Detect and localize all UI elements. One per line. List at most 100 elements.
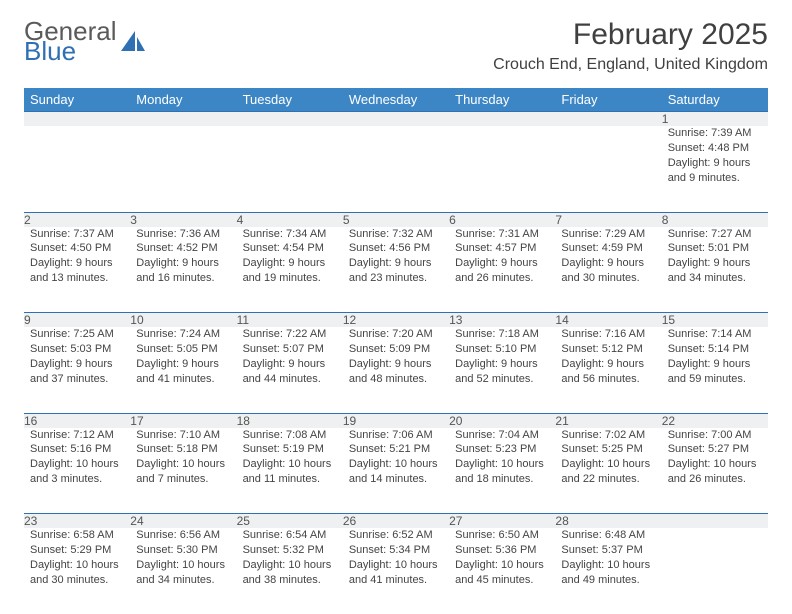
calendar-empty — [130, 126, 236, 212]
sunrise-text: Sunrise: 6:58 AM — [30, 528, 124, 543]
calendar-empty — [130, 112, 236, 127]
sunrise-text: Sunrise: 7:20 AM — [349, 327, 443, 342]
sunset-text: Sunset: 5:10 PM — [455, 342, 549, 357]
daylight-text: Daylight: 9 hours and 59 minutes. — [668, 357, 762, 387]
sunrise-text: Sunrise: 7:32 AM — [349, 227, 443, 242]
sunset-text: Sunset: 5:27 PM — [668, 442, 762, 457]
calendar-day-number: 24 — [130, 514, 236, 529]
sunset-text: Sunset: 5:34 PM — [349, 543, 443, 558]
calendar-empty — [555, 126, 661, 212]
calendar-day-number: 28 — [555, 514, 661, 529]
calendar-day-cell: Sunrise: 7:04 AMSunset: 5:23 PMDaylight:… — [449, 428, 555, 514]
daylight-text: Daylight: 9 hours and 44 minutes. — [243, 357, 337, 387]
day-details: Sunrise: 7:32 AMSunset: 4:56 PMDaylight:… — [343, 227, 449, 290]
sail-icon — [121, 31, 147, 58]
day-details: Sunrise: 6:52 AMSunset: 5:34 PMDaylight:… — [343, 528, 449, 591]
sunrise-text: Sunrise: 7:31 AM — [455, 227, 549, 242]
calendar-day-cell: Sunrise: 7:18 AMSunset: 5:10 PMDaylight:… — [449, 327, 555, 413]
daylight-text: Daylight: 10 hours and 41 minutes. — [349, 558, 443, 588]
daylight-text: Daylight: 10 hours and 18 minutes. — [455, 457, 549, 487]
calendar-day-number: 20 — [449, 413, 555, 428]
sunrise-text: Sunrise: 7:18 AM — [455, 327, 549, 342]
calendar-empty — [343, 126, 449, 212]
day-header: Wednesday — [343, 88, 449, 112]
day-details: Sunrise: 7:04 AMSunset: 5:23 PMDaylight:… — [449, 428, 555, 491]
day-details: Sunrise: 7:25 AMSunset: 5:03 PMDaylight:… — [24, 327, 130, 390]
day-details: Sunrise: 7:16 AMSunset: 5:12 PMDaylight:… — [555, 327, 661, 390]
calendar-day-cell: Sunrise: 7:00 AMSunset: 5:27 PMDaylight:… — [662, 428, 768, 514]
day-details: Sunrise: 7:34 AMSunset: 4:54 PMDaylight:… — [237, 227, 343, 290]
calendar-empty — [449, 112, 555, 127]
sunrise-text: Sunrise: 6:50 AM — [455, 528, 549, 543]
calendar-day-cell: Sunrise: 7:22 AMSunset: 5:07 PMDaylight:… — [237, 327, 343, 413]
sunset-text: Sunset: 5:30 PM — [136, 543, 230, 558]
calendar-day-cell: Sunrise: 7:34 AMSunset: 4:54 PMDaylight:… — [237, 227, 343, 313]
day-header-row: SundayMondayTuesdayWednesdayThursdayFrid… — [24, 88, 768, 112]
calendar-empty — [555, 112, 661, 127]
calendar-day-number: 26 — [343, 514, 449, 529]
day-details: Sunrise: 7:31 AMSunset: 4:57 PMDaylight:… — [449, 227, 555, 290]
calendar-day-cell: Sunrise: 6:56 AMSunset: 5:30 PMDaylight:… — [130, 528, 236, 614]
calendar-day-cell: Sunrise: 7:39 AMSunset: 4:48 PMDaylight:… — [662, 126, 768, 212]
day-details: Sunrise: 7:24 AMSunset: 5:05 PMDaylight:… — [130, 327, 236, 390]
calendar-day-cell: Sunrise: 6:50 AMSunset: 5:36 PMDaylight:… — [449, 528, 555, 614]
calendar-table: SundayMondayTuesdayWednesdayThursdayFrid… — [24, 88, 768, 614]
sunrise-text: Sunrise: 7:36 AM — [136, 227, 230, 242]
daylight-text: Daylight: 10 hours and 45 minutes. — [455, 558, 549, 588]
day-details: Sunrise: 7:20 AMSunset: 5:09 PMDaylight:… — [343, 327, 449, 390]
sunset-text: Sunset: 5:05 PM — [136, 342, 230, 357]
calendar-day-number: 17 — [130, 413, 236, 428]
sunset-text: Sunset: 5:19 PM — [243, 442, 337, 457]
day-details: Sunrise: 7:02 AMSunset: 5:25 PMDaylight:… — [555, 428, 661, 491]
calendar-day-number: 18 — [237, 413, 343, 428]
daylight-text: Daylight: 9 hours and 37 minutes. — [30, 357, 124, 387]
sunrise-text: Sunrise: 7:04 AM — [455, 428, 549, 443]
day-header: Monday — [130, 88, 236, 112]
day-details: Sunrise: 7:39 AMSunset: 4:48 PMDaylight:… — [662, 126, 768, 189]
sunset-text: Sunset: 4:59 PM — [561, 241, 655, 256]
sunrise-text: Sunrise: 6:52 AM — [349, 528, 443, 543]
sunrise-text: Sunrise: 7:34 AM — [243, 227, 337, 242]
day-details: Sunrise: 6:58 AMSunset: 5:29 PMDaylight:… — [24, 528, 130, 591]
sunset-text: Sunset: 4:56 PM — [349, 241, 443, 256]
sunrise-text: Sunrise: 7:37 AM — [30, 227, 124, 242]
calendar-day-cell: Sunrise: 6:54 AMSunset: 5:32 PMDaylight:… — [237, 528, 343, 614]
daylight-text: Daylight: 9 hours and 41 minutes. — [136, 357, 230, 387]
calendar-day-number: 9 — [24, 313, 130, 328]
calendar-day-number: 4 — [237, 212, 343, 227]
day-header: Thursday — [449, 88, 555, 112]
daylight-text: Daylight: 10 hours and 14 minutes. — [349, 457, 443, 487]
calendar-day-cell: Sunrise: 7:10 AMSunset: 5:18 PMDaylight:… — [130, 428, 236, 514]
calendar-day-number: 6 — [449, 212, 555, 227]
calendar-day-number: 14 — [555, 313, 661, 328]
day-details: Sunrise: 7:06 AMSunset: 5:21 PMDaylight:… — [343, 428, 449, 491]
daylight-text: Daylight: 9 hours and 48 minutes. — [349, 357, 443, 387]
day-details: Sunrise: 7:22 AMSunset: 5:07 PMDaylight:… — [237, 327, 343, 390]
calendar-body: 1Sunrise: 7:39 AMSunset: 4:48 PMDaylight… — [24, 112, 768, 614]
calendar-day-number: 23 — [24, 514, 130, 529]
day-header: Friday — [555, 88, 661, 112]
sunrise-text: Sunrise: 7:24 AM — [136, 327, 230, 342]
daylight-text: Daylight: 10 hours and 49 minutes. — [561, 558, 655, 588]
day-details: Sunrise: 7:36 AMSunset: 4:52 PMDaylight:… — [130, 227, 236, 290]
sunrise-text: Sunrise: 7:25 AM — [30, 327, 124, 342]
daylight-text: Daylight: 9 hours and 23 minutes. — [349, 256, 443, 286]
day-header: Tuesday — [237, 88, 343, 112]
calendar-day-number: 11 — [237, 313, 343, 328]
calendar-day-number: 1 — [662, 112, 768, 127]
calendar-empty — [662, 528, 768, 614]
sunrise-text: Sunrise: 6:48 AM — [561, 528, 655, 543]
sunrise-text: Sunrise: 7:12 AM — [30, 428, 124, 443]
calendar-day-number: 7 — [555, 212, 661, 227]
day-header: Saturday — [662, 88, 768, 112]
day-details: Sunrise: 7:08 AMSunset: 5:19 PMDaylight:… — [237, 428, 343, 491]
day-details: Sunrise: 6:48 AMSunset: 5:37 PMDaylight:… — [555, 528, 661, 591]
logo: General Blue — [24, 18, 147, 64]
sunrise-text: Sunrise: 7:39 AM — [668, 126, 762, 141]
calendar-day-number: 19 — [343, 413, 449, 428]
calendar-day-number: 10 — [130, 313, 236, 328]
day-header: Sunday — [24, 88, 130, 112]
daylight-text: Daylight: 9 hours and 9 minutes. — [668, 156, 762, 186]
day-details: Sunrise: 7:18 AMSunset: 5:10 PMDaylight:… — [449, 327, 555, 390]
sunset-text: Sunset: 5:37 PM — [561, 543, 655, 558]
